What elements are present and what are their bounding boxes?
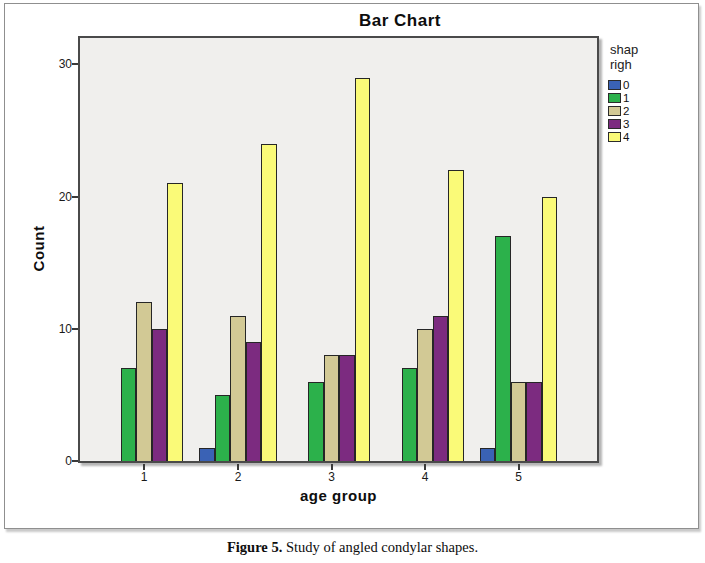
y-tick-mark <box>72 460 78 462</box>
legend-entry-4: 4 <box>608 130 700 143</box>
chart-title: Bar Chart <box>250 11 550 31</box>
x-tick-label-3: 3 <box>317 470 347 484</box>
bar-shape1-group1 <box>121 368 137 461</box>
y-tick-label-0: 0 <box>40 454 72 468</box>
bar-shape1-group5 <box>495 236 511 461</box>
x-tick-label-1: 1 <box>129 470 159 484</box>
bar-shape2-group5 <box>511 382 527 461</box>
legend-swatch-icon <box>608 119 621 129</box>
legend-label: 4 <box>623 131 629 143</box>
bar-shape3-group1 <box>152 329 168 461</box>
y-tick-label-20: 20 <box>40 190 72 204</box>
legend-swatch-icon <box>608 132 621 142</box>
bar-shape1-group4 <box>402 368 418 461</box>
bar-shape2-group3 <box>324 355 340 461</box>
bar-shape0-group2 <box>199 448 215 461</box>
y-tick-label-10: 10 <box>40 322 72 336</box>
bar-shape4-group5 <box>542 197 558 461</box>
bar-shape3-group5 <box>526 382 542 461</box>
legend-entry-3: 3 <box>608 117 700 130</box>
legend: shap righ 01234 <box>608 42 700 143</box>
legend-label: 2 <box>623 105 629 117</box>
x-axis-title: age group <box>78 487 599 504</box>
bar-shape3-group4 <box>433 316 449 461</box>
legend-label: 3 <box>623 118 629 130</box>
legend-title-line1: shap <box>610 42 700 57</box>
plot-area <box>78 36 599 463</box>
bar-shape4-group4 <box>448 170 464 461</box>
legend-title-line2: righ <box>610 57 700 72</box>
bar-shape0-group5 <box>480 448 496 461</box>
y-axis-title: Count <box>30 223 47 275</box>
bar-shape3-group3 <box>339 355 355 461</box>
figure-caption-number: Figure 5. <box>227 539 282 555</box>
y-tick-mark <box>72 328 78 330</box>
bar-shape3-group2 <box>246 342 262 461</box>
figure-caption: Figure 5. Study of angled condylar shape… <box>0 539 705 556</box>
legend-entry-1: 1 <box>608 91 700 104</box>
bar-shape1-group2 <box>215 395 231 461</box>
legend-entries: 01234 <box>608 78 700 143</box>
bar-shape4-group3 <box>355 78 371 461</box>
y-tick-label-30: 30 <box>40 57 72 71</box>
bar-shape2-group1 <box>136 302 152 461</box>
legend-entry-0: 0 <box>608 78 700 91</box>
legend-label: 0 <box>623 79 629 91</box>
y-tick-mark <box>72 63 78 65</box>
bar-shape2-group2 <box>230 316 246 461</box>
legend-swatch-icon <box>608 93 621 103</box>
legend-entry-2: 2 <box>608 104 700 117</box>
legend-swatch-icon <box>608 80 621 90</box>
x-tick-label-2: 2 <box>223 470 253 484</box>
legend-title: shap righ <box>610 42 700 72</box>
figure-page: Bar Chart Count 0102030 12345 age group … <box>0 0 705 563</box>
figure-caption-text: Study of angled condylar shapes. <box>282 539 478 555</box>
legend-label: 1 <box>623 92 629 104</box>
legend-swatch-icon <box>608 106 621 116</box>
y-tick-mark <box>72 196 78 198</box>
bar-shape4-group2 <box>261 144 277 461</box>
x-tick-label-4: 4 <box>410 470 440 484</box>
bar-shape2-group4 <box>417 329 433 461</box>
bar-shape4-group1 <box>167 183 183 461</box>
bar-shape1-group3 <box>308 382 324 461</box>
x-tick-label-5: 5 <box>504 470 534 484</box>
